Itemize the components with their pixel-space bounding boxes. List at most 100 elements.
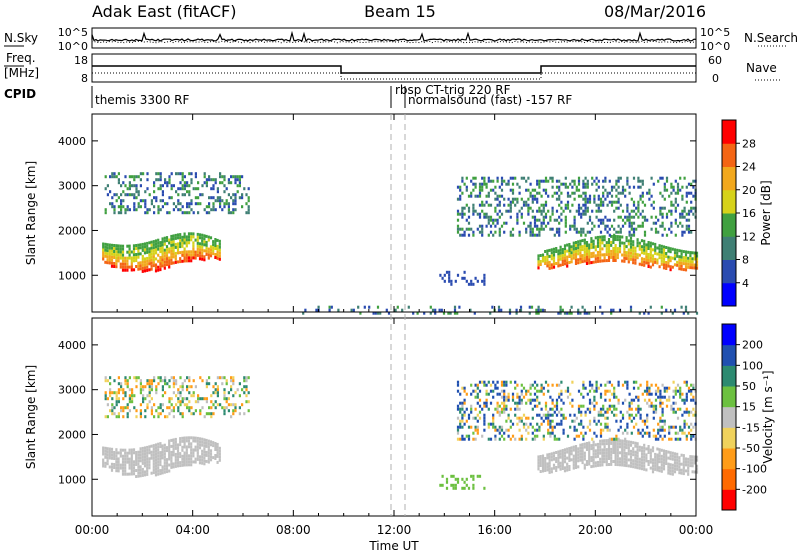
echo-cell [130, 250, 133, 254]
echo-cell [607, 448, 611, 451]
echo-cell [683, 431, 686, 435]
echo-cell [113, 208, 116, 212]
echo-cell [667, 468, 670, 472]
echo-cell [539, 260, 542, 263]
echo-cell [170, 249, 173, 253]
echo-cell [238, 184, 241, 188]
echo-cell [529, 221, 532, 225]
echo-cell [478, 416, 482, 420]
echo-cell [610, 194, 614, 198]
echo-cell [165, 245, 169, 249]
echo-cell [632, 255, 635, 259]
echo-cell [113, 172, 116, 176]
echo-cell [146, 172, 149, 176]
echo-cell [485, 401, 488, 405]
echo-cell [185, 238, 188, 242]
echo-cell [225, 379, 228, 383]
echo-cell [203, 459, 206, 463]
echo-cell [170, 258, 173, 262]
echo-cell [665, 215, 669, 219]
echo-cell [606, 203, 609, 207]
echo-cell [161, 184, 164, 188]
echo-cell [152, 468, 155, 472]
echo-cell [174, 461, 177, 465]
echo-cell [121, 469, 125, 473]
echo-cell [124, 463, 127, 467]
echo-cell [470, 407, 473, 411]
echo-cell [511, 200, 515, 204]
x-tick-label: 12:00 [377, 523, 412, 537]
echo-cell [124, 376, 127, 380]
echo-cell [560, 380, 563, 384]
echo-cell [423, 311, 426, 315]
echo-cell [683, 401, 686, 405]
echo-cell [606, 224, 609, 228]
echo-cell [588, 200, 592, 204]
echo-cell [684, 268, 688, 272]
echo-cell [498, 233, 501, 237]
echo-cell [645, 246, 648, 250]
echo-cell [577, 404, 581, 408]
echo-cell [439, 483, 442, 487]
echo-cell [690, 383, 693, 387]
echo-cell [328, 308, 331, 312]
echo-cell [679, 386, 682, 390]
echo-cell [676, 437, 680, 441]
echo-cell [585, 448, 589, 451]
nave-series [92, 72, 696, 80]
echo-cell [623, 448, 626, 452]
echo-cell [135, 379, 138, 383]
echo-cell [542, 215, 545, 219]
echo-cell [638, 457, 641, 461]
echo-cell [690, 389, 693, 393]
echo-cell [489, 383, 493, 387]
echo-cell [533, 194, 537, 198]
echo-cell [684, 305, 688, 309]
echo-cell [212, 249, 215, 253]
echo-cell [190, 463, 193, 467]
echo-cell [520, 197, 523, 201]
echo-cell [621, 445, 624, 449]
echo-cell [640, 446, 644, 450]
echo-cell [487, 218, 490, 222]
echo-cell [210, 406, 213, 410]
echo-cell [161, 453, 164, 457]
echo-cell [177, 202, 180, 206]
echo-cell [683, 398, 686, 402]
echo-cell [583, 445, 586, 449]
echo-cell [555, 247, 558, 250]
echo-cell [187, 442, 191, 446]
echo-cell [170, 397, 173, 401]
echo-cell [548, 467, 551, 471]
echo-cell [176, 455, 180, 459]
echo-cell [544, 466, 547, 469]
echo-cell [163, 254, 166, 258]
echo-cell [678, 249, 681, 253]
echo-cell [623, 250, 626, 254]
echo-cell [141, 257, 144, 261]
echo-cell [542, 419, 545, 423]
echo-cell [665, 389, 669, 393]
echo-cell [157, 172, 160, 176]
y-tick-label: 4000 [58, 135, 86, 148]
echo-cell [588, 243, 591, 247]
echo-cell [126, 457, 129, 461]
echo-cell [168, 457, 171, 461]
echo-cell [601, 247, 604, 251]
echo-cell [183, 175, 186, 179]
echo-cell [560, 419, 563, 423]
echo-cell [681, 431, 684, 435]
echo-cell [186, 181, 189, 185]
echo-cell [607, 247, 611, 250]
echo-cell [597, 179, 600, 183]
echo-cell [599, 413, 603, 417]
echo-cell [121, 472, 125, 476]
echo-cell [621, 188, 625, 192]
echo-cell [174, 446, 177, 450]
echo-cell [124, 259, 127, 263]
echo-cell [106, 258, 109, 262]
echo-cell [179, 236, 182, 240]
echo-cell [618, 250, 622, 254]
echo-cell [472, 233, 475, 237]
echo-cell [507, 392, 510, 396]
